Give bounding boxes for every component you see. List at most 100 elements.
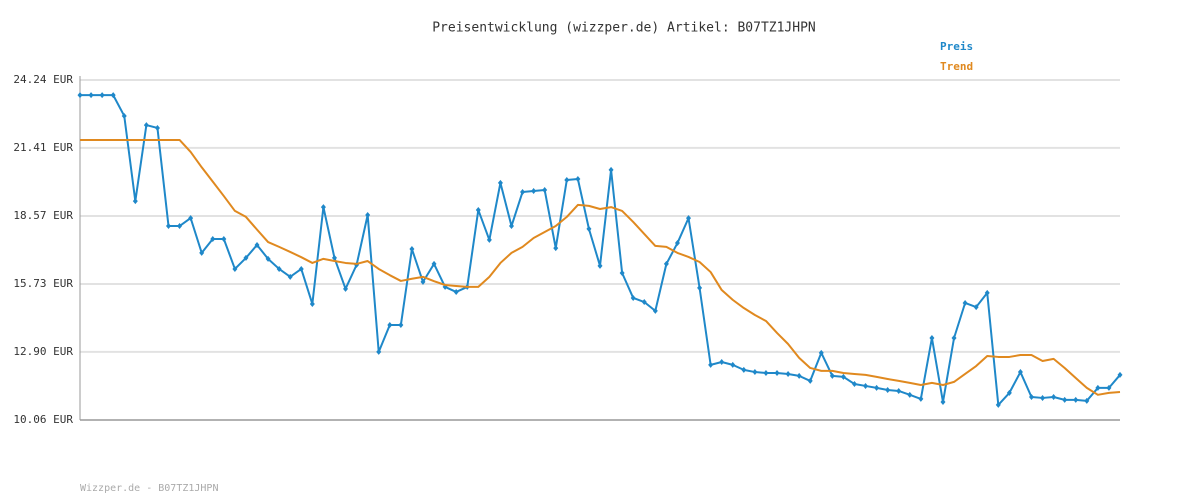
point-marker xyxy=(851,381,857,388)
point-marker xyxy=(929,334,935,341)
point-marker xyxy=(984,289,990,296)
point-marker xyxy=(641,299,647,306)
point-marker xyxy=(796,372,802,379)
point-marker xyxy=(896,387,902,394)
y-tick-label: 21.41 EUR xyxy=(13,141,73,154)
point-marker xyxy=(475,206,481,213)
point-marker xyxy=(1040,394,1046,401)
point-marker xyxy=(962,299,968,306)
point-marker xyxy=(785,370,791,377)
point-marker xyxy=(154,124,160,131)
point-marker xyxy=(708,361,714,368)
point-marker xyxy=(564,176,570,183)
point-marker xyxy=(265,255,271,262)
point-marker xyxy=(995,401,1001,408)
point-marker xyxy=(1106,384,1112,391)
point-marker xyxy=(287,273,293,280)
point-marker xyxy=(1117,371,1123,378)
point-marker xyxy=(840,373,846,380)
point-marker xyxy=(188,215,194,222)
point-marker xyxy=(1095,384,1101,391)
y-tick-label: 15.73 EUR xyxy=(13,277,73,290)
point-marker xyxy=(177,223,183,230)
point-marker xyxy=(409,246,415,253)
point-marker xyxy=(531,188,537,195)
point-marker xyxy=(719,358,725,365)
point-marker xyxy=(807,377,813,384)
point-marker xyxy=(210,235,216,242)
point-marker xyxy=(1062,396,1068,403)
point-marker xyxy=(508,223,514,230)
point-marker xyxy=(630,294,636,301)
point-marker xyxy=(752,369,758,376)
point-marker xyxy=(1017,369,1023,376)
point-marker xyxy=(387,322,393,329)
point-marker xyxy=(276,265,282,272)
point-marker xyxy=(309,300,315,307)
point-marker xyxy=(741,366,747,373)
point-marker xyxy=(343,285,349,292)
point-marker xyxy=(818,349,824,356)
legend-label: Preis xyxy=(940,40,973,53)
point-marker xyxy=(143,122,149,129)
point-marker xyxy=(973,304,979,311)
point-marker xyxy=(243,254,249,261)
point-marker xyxy=(398,322,404,329)
point-marker xyxy=(298,265,304,272)
y-tick-label: 24.24 EUR xyxy=(13,73,73,86)
point-marker xyxy=(608,166,614,173)
point-marker xyxy=(774,370,780,377)
point-marker xyxy=(376,348,382,355)
point-marker xyxy=(1051,393,1057,400)
point-marker xyxy=(907,391,913,398)
chart-title: Preisentwicklung (wizzper.de) Artikel: B… xyxy=(432,21,816,36)
point-marker xyxy=(1006,389,1012,396)
point-marker xyxy=(619,270,625,277)
point-marker xyxy=(1084,397,1090,404)
series-line xyxy=(80,94,1121,406)
point-marker xyxy=(829,372,835,379)
point-marker xyxy=(674,240,680,247)
footer: Wizzper.de - B07TZ1JHPN xyxy=(80,483,218,494)
point-marker xyxy=(575,176,581,183)
point-marker xyxy=(132,198,138,205)
point-marker xyxy=(553,245,559,252)
point-marker xyxy=(542,187,548,194)
point-marker xyxy=(597,262,603,269)
point-marker xyxy=(121,112,127,119)
point-marker xyxy=(232,265,238,272)
point-marker xyxy=(110,92,116,99)
point-marker xyxy=(453,288,459,295)
point-marker xyxy=(874,384,880,391)
point-marker xyxy=(763,370,769,377)
y-tick-label: 10.06 EUR xyxy=(13,413,73,426)
point-marker xyxy=(221,235,227,242)
point-marker xyxy=(331,254,337,261)
point-marker xyxy=(918,395,924,402)
point-marker xyxy=(254,241,260,248)
point-marker xyxy=(99,92,105,99)
point-marker xyxy=(663,260,669,267)
point-marker xyxy=(730,361,736,368)
point-marker xyxy=(431,260,437,267)
point-marker xyxy=(77,92,83,99)
point-marker xyxy=(1073,396,1079,403)
legend-label: Trend xyxy=(940,60,973,73)
point-marker xyxy=(199,249,205,256)
point-marker xyxy=(166,223,172,230)
point-marker xyxy=(686,215,692,222)
point-marker xyxy=(497,179,503,186)
y-tick-label: 18.57 EUR xyxy=(13,209,73,222)
point-marker xyxy=(885,387,891,394)
point-marker xyxy=(951,334,957,341)
point-marker xyxy=(586,225,592,232)
point-marker xyxy=(520,188,526,195)
point-marker xyxy=(486,236,492,243)
point-marker xyxy=(697,284,703,291)
point-marker xyxy=(420,278,426,285)
point-marker xyxy=(365,211,371,218)
point-marker xyxy=(320,204,326,211)
point-marker xyxy=(652,307,658,314)
point-marker xyxy=(1028,393,1034,400)
